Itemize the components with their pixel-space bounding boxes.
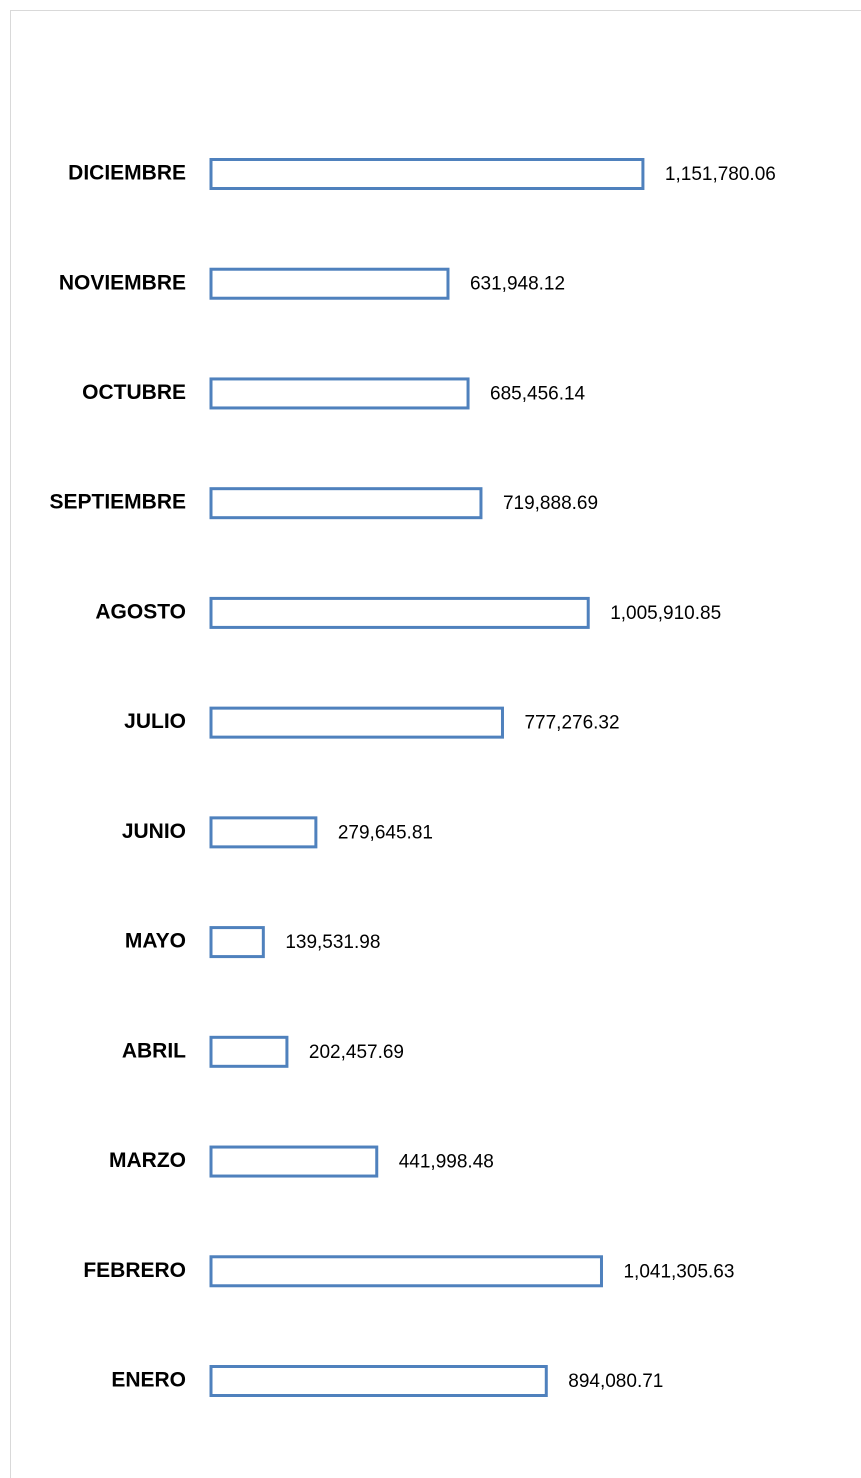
- category-label: ABRIL: [122, 1039, 186, 1062]
- value-label: 777,276.32: [524, 713, 619, 734]
- value-label: 719,888.69: [503, 493, 598, 514]
- category-label: ENERO: [111, 1369, 186, 1392]
- value-label: 441,998.48: [399, 1152, 494, 1173]
- value-label: 279,645.81: [338, 822, 433, 843]
- bar: [209, 158, 645, 190]
- category-label: MAYO: [125, 930, 186, 953]
- value-label: 1,151,780.06: [665, 164, 776, 185]
- bar: [209, 596, 590, 629]
- chart-frame: [10, 10, 861, 1478]
- bar: [209, 1035, 289, 1068]
- bar: [209, 267, 450, 300]
- value-label: 1,005,910.85: [610, 603, 721, 624]
- category-label: OCTUBRE: [82, 381, 186, 404]
- bar: [209, 1145, 379, 1178]
- value-label: 631,948.12: [470, 274, 565, 295]
- bar: [209, 377, 470, 410]
- bar: [209, 1255, 603, 1288]
- category-label: SEPTIEMBRE: [49, 491, 186, 514]
- bar: [209, 706, 504, 739]
- value-label: 894,080.71: [568, 1371, 663, 1392]
- value-label: 202,457.69: [309, 1042, 404, 1063]
- category-label: DICIEMBRE: [68, 162, 186, 185]
- bar: [209, 816, 318, 849]
- bar: [209, 926, 265, 959]
- value-label: 1,041,305.63: [623, 1261, 734, 1282]
- value-label: 685,456.14: [490, 383, 586, 404]
- category-label: AGOSTO: [95, 600, 186, 623]
- category-label: MARZO: [109, 1149, 186, 1172]
- category-label: FEBRERO: [83, 1259, 186, 1282]
- category-label: JULIO: [124, 710, 186, 733]
- category-label: NOVIEMBRE: [59, 271, 186, 294]
- bar: [209, 487, 483, 520]
- bar: [209, 1365, 548, 1397]
- value-label: 139,531.98: [285, 932, 380, 953]
- category-label: JUNIO: [122, 820, 186, 843]
